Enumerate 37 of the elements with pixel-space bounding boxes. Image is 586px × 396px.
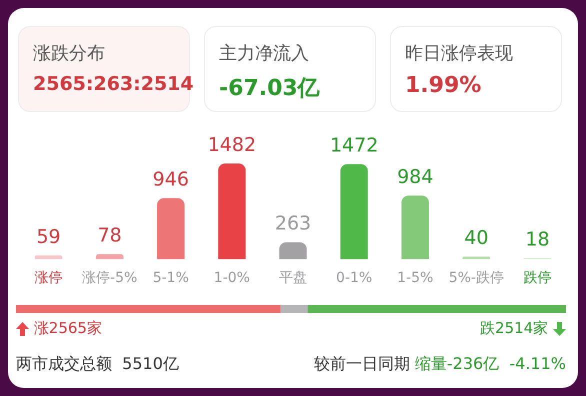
bar — [462, 256, 490, 260]
x-tick-label: 1-5% — [397, 270, 434, 286]
x-tick-label: 1-0% — [214, 270, 250, 286]
text: 昨日涨停表现 — [405, 42, 514, 65]
x-tick-label: 0-1% — [336, 270, 372, 286]
data-label: 59 — [36, 226, 61, 248]
bar — [96, 254, 124, 260]
text: 两市成交总额 5510亿 — [16, 354, 179, 375]
text: 主力净流入 — [219, 42, 310, 65]
x-tick-label: 涨停-5% — [82, 270, 138, 286]
text: 缩量-236亿 -4.11% — [414, 354, 566, 373]
x-tick-label: 5%-跌停 — [448, 270, 504, 286]
text: 涨2565家 — [32, 319, 102, 338]
bar — [34, 255, 62, 260]
text: -67.03亿 — [219, 75, 321, 103]
bar — [279, 242, 307, 260]
data-label: 78 — [98, 224, 122, 247]
data-label: 40 — [464, 227, 488, 250]
data-label: 18 — [525, 228, 550, 250]
data-label: 946 — [152, 168, 189, 191]
x-tick-label: 平盘 — [279, 270, 307, 286]
bar — [218, 163, 246, 260]
x-tick-label: 跌停 — [523, 270, 552, 286]
text: 较前一日同期 — [314, 354, 410, 373]
data-label: 1482 — [208, 134, 256, 156]
data-label: 1472 — [330, 134, 378, 157]
x-tick-label: 涨停 — [34, 270, 63, 286]
bar — [340, 164, 368, 260]
text: 跌2514家 — [480, 319, 550, 338]
data-label: 263 — [274, 212, 312, 235]
text: 1.99% — [405, 73, 482, 98]
text: 涨跌分布 — [33, 42, 106, 65]
data-label: 984 — [397, 166, 434, 188]
bar — [157, 198, 185, 260]
bar — [401, 196, 429, 260]
text: 2565:263:2514 — [33, 73, 194, 95]
x-tick-label: 5-1% — [152, 270, 189, 286]
